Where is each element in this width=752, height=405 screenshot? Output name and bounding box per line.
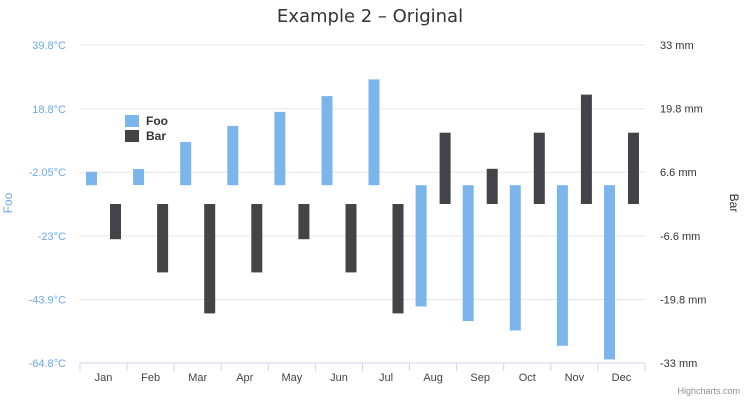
x-tick-label: Feb <box>141 372 160 384</box>
bar-foo-nov[interactable] <box>556 185 568 346</box>
bar-bar-may[interactable] <box>298 204 310 240</box>
left-tick-label: -2.05°C <box>29 167 66 179</box>
right-tick-label: 19.8 mm <box>660 104 703 116</box>
bar-foo-dec[interactable] <box>604 185 615 360</box>
left-axis-ticks: -64.8°C -43.9°C -23°C -2.05°C 18.8°C 39.8°C <box>29 40 66 370</box>
x-tick-label: Sep <box>470 372 490 384</box>
bar-foo-jun[interactable] <box>321 96 333 186</box>
bar-foo-mar[interactable] <box>180 142 192 186</box>
bar-bar-apr[interactable] <box>251 204 263 273</box>
bar-foo-feb[interactable] <box>133 169 145 186</box>
right-tick-label: 33 mm <box>660 40 694 52</box>
bar-foo-oct[interactable] <box>509 185 521 331</box>
right-tick-label: -19.8 mm <box>660 294 706 306</box>
bar-foo-jul[interactable] <box>368 79 380 186</box>
x-tick-label: Nov <box>565 372 585 384</box>
grid-lines <box>80 44 645 300</box>
bar-bar-dec[interactable] <box>628 132 639 204</box>
bar-bar-feb[interactable] <box>157 204 169 273</box>
x-tick-label: Apr <box>236 372 253 384</box>
x-tick-label: Oct <box>519 372 536 384</box>
bar-foo-apr[interactable] <box>227 125 239 186</box>
right-tick-label: 6.6 mm <box>660 167 697 179</box>
x-axis-ticks: Jan Feb Mar Apr May Jun Jul Aug Sep Oct Nov Dec <box>79 363 646 384</box>
bar-bar-mar[interactable] <box>204 204 216 314</box>
right-axis-ticks: -33 mm -19.8 mm -6.6 mm 6.6 mm 19.8 mm 33 mm <box>660 40 706 370</box>
x-tick-label: Aug <box>423 372 443 384</box>
bar-bar-jun[interactable] <box>345 204 357 273</box>
legend-label-foo[interactable]: Foo <box>146 114 168 128</box>
bar-bar-aug[interactable] <box>439 132 451 204</box>
right-tick-label: -6.6 mm <box>660 231 700 243</box>
bar-bar-nov[interactable] <box>580 94 592 204</box>
right-tick-label: -33 mm <box>660 358 697 370</box>
legend-swatch-foo[interactable] <box>125 115 139 127</box>
left-axis-title: Foo <box>1 192 15 213</box>
x-tick-label: Mar <box>188 372 207 384</box>
bar-foo-jan[interactable] <box>86 171 97 186</box>
bar-foo-aug[interactable] <box>415 185 427 307</box>
bar-foo-may[interactable] <box>274 111 286 186</box>
left-tick-label: -64.8°C <box>29 358 66 370</box>
x-tick-label: Jul <box>379 372 393 384</box>
left-tick-label: -43.9°C <box>29 294 66 306</box>
x-tick-label: Jun <box>330 372 348 384</box>
bar-bar-jan[interactable] <box>110 204 121 240</box>
chart-title: Example 2 – Original <box>277 6 463 27</box>
bar-bar-sep[interactable] <box>486 168 498 204</box>
left-tick-label: 39.8°C <box>32 40 66 52</box>
plot-area-bars <box>86 79 639 360</box>
x-tick-label: Jan <box>95 372 113 384</box>
left-tick-label: -23°C <box>38 231 66 243</box>
bar-bar-oct[interactable] <box>533 132 545 204</box>
left-tick-label: 18.8°C <box>32 104 66 116</box>
bar-bar-jul[interactable] <box>392 204 404 314</box>
x-tick-label: May <box>281 372 302 384</box>
legend-label-bar[interactable]: Bar <box>146 129 166 143</box>
legend-swatch-bar[interactable] <box>125 130 139 142</box>
bar-foo-sep[interactable] <box>462 185 474 322</box>
right-axis-title: Bar <box>727 194 741 213</box>
credits-link[interactable]: Highcharts.com <box>677 386 740 396</box>
legend[interactable]: Foo Bar <box>125 114 168 143</box>
x-tick-label: Dec <box>612 372 632 384</box>
